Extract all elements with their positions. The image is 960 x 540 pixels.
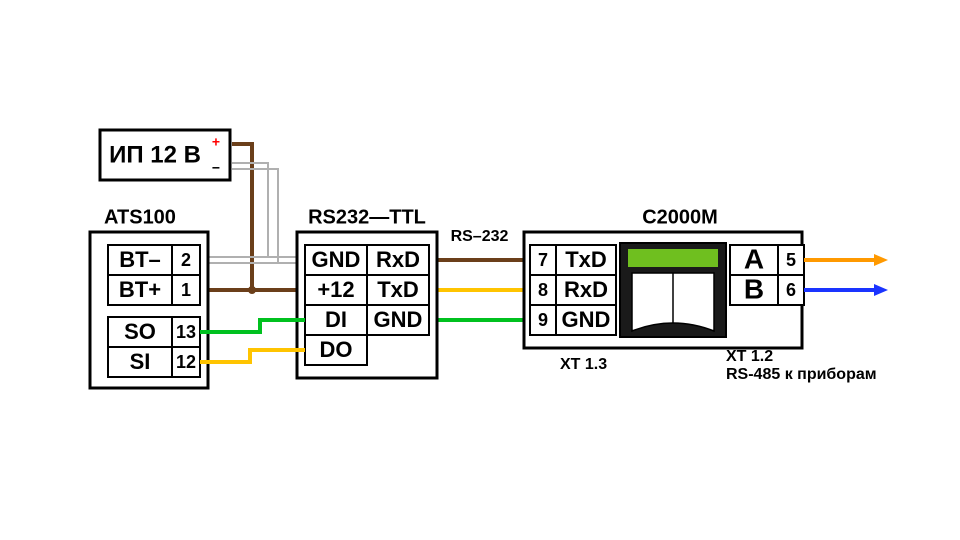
wire-so-di <box>200 320 305 332</box>
xt12b: RS-485 к приборам <box>726 366 877 383</box>
ats-pin-num-txt-2: 13 <box>176 322 196 342</box>
xt13: XT 1.3 <box>560 356 607 373</box>
ats-pin-num-txt-1: 1 <box>181 280 191 300</box>
ats-pin-label-txt-1: BT+ <box>119 277 161 302</box>
wire-psu-minus-a <box>232 163 305 257</box>
ats-pin-num-txt-0: 2 <box>181 250 191 270</box>
c2000m-lnum-txt-0: 7 <box>538 250 548 270</box>
c2000m-rnum-txt-1: 6 <box>786 280 796 300</box>
c2000m-rlab-txt-0: A <box>744 243 764 274</box>
c2000m-rnum-txt-0: 5 <box>786 250 796 270</box>
wire-si-do <box>200 350 305 362</box>
psu-minus: − <box>212 160 220 176</box>
c2000m-llab-txt-2: GND <box>562 307 611 332</box>
ats-pin-label-txt-2: SO <box>124 319 156 344</box>
c2000m-llab-txt-1: RxD <box>564 277 608 302</box>
c2000m-lnum-txt-1: 8 <box>538 280 548 300</box>
rsttl-left-txt-3: DO <box>320 337 353 362</box>
psu-title: ИП 12 В <box>109 141 201 168</box>
c2000m-llab-txt-0: TxD <box>565 247 607 272</box>
ats-title: ATS100 <box>104 206 176 228</box>
ats-pin-num-txt-3: 12 <box>176 352 196 372</box>
c2000m-lnum-txt-2: 9 <box>538 310 548 330</box>
rsttl-title: RS232—TTL <box>308 206 426 228</box>
wire-rs485-a-arrow <box>874 254 888 266</box>
rsttl-left-txt-2: DI <box>325 307 347 332</box>
c2000m-rlab-txt-1: B <box>744 273 764 304</box>
xt12a: XT 1.2 <box>726 348 773 365</box>
rs232-label: RS–232 <box>451 228 509 245</box>
c2000m-lcd <box>628 249 718 267</box>
node-plus <box>248 286 256 294</box>
rsttl-right-txt-2: GND <box>374 307 423 332</box>
rsttl-right-txt-0: RxD <box>376 247 420 272</box>
rsttl-right-txt-1: TxD <box>377 277 419 302</box>
ats-pin-label-txt-0: BT– <box>119 247 161 272</box>
psu-plus: + <box>212 134 220 150</box>
ats-pin-label-txt-3: SI <box>130 349 151 374</box>
rsttl-left-txt-0: GND <box>312 247 361 272</box>
c2000m-title: С2000М <box>642 206 718 228</box>
rsttl-left-txt-1: +12 <box>317 277 354 302</box>
wire-rs485-b-arrow <box>874 284 888 296</box>
